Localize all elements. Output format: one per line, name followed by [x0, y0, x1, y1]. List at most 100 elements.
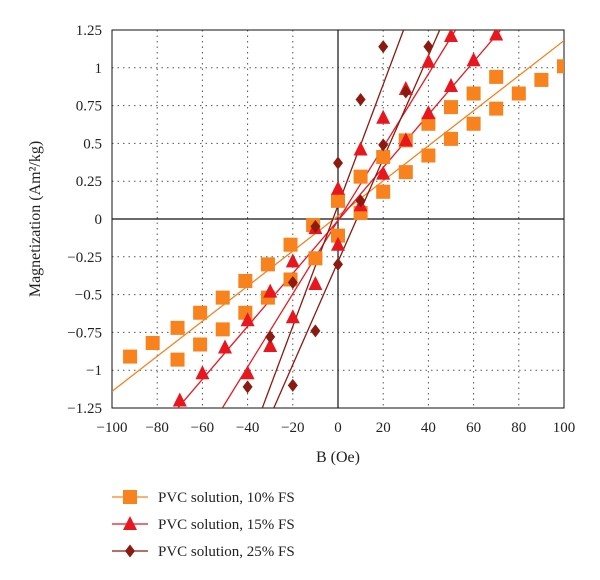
y-tick-label: 0.25 [76, 174, 102, 190]
series-1-point [193, 305, 208, 320]
legend-marker [123, 516, 137, 530]
series-3-point [355, 194, 366, 208]
series-2-point [398, 132, 413, 147]
series-2-point [421, 53, 436, 68]
x-tick-label: −20 [281, 420, 304, 436]
series-3-point [310, 220, 321, 234]
series-3-point [287, 378, 298, 392]
series-3-point [378, 40, 389, 54]
series-3-point [333, 257, 343, 271]
y-axis-label: Magnetization (Am²/kg) [27, 141, 44, 297]
y-tick-label: 0.5 [83, 136, 102, 152]
legend-label: PVC solution, 10% FS [158, 490, 295, 506]
series-2-point [263, 338, 278, 353]
y-tick-label: 1 [95, 61, 103, 77]
series-1-point [331, 193, 345, 208]
series-2-point [421, 105, 436, 120]
series-1-point [421, 148, 436, 163]
y-tick-labels: −1.25 −1 −0.75 −0.5 −0.25 0 0.25 0.5 0.75 1 1.25 [67, 23, 102, 417]
x-tick-label: −80 [145, 420, 168, 436]
series-1-point [466, 86, 481, 101]
series-1-point [331, 228, 345, 243]
series-3-point [355, 93, 366, 107]
series-1-point [376, 150, 391, 165]
series-2-point [285, 309, 300, 324]
series-2-point [444, 77, 458, 92]
legend-label: PVC solution, 15% FS [158, 517, 295, 533]
series-2-point [263, 283, 278, 298]
x-axis-label: B (Oe) [316, 449, 360, 466]
series-1-point [215, 322, 230, 337]
x-tick-label: 80 [511, 420, 526, 436]
series-1-point [489, 69, 504, 84]
series-1-point [489, 101, 504, 116]
y-tick-label: −0.75 [67, 325, 102, 341]
series-1-point [283, 237, 298, 252]
legend: PVC solution, 10% FS PVC solution, 15% FS… [112, 490, 295, 560]
series-2-point [331, 236, 345, 251]
series-2-point [285, 253, 300, 268]
y-tick-label: −0.5 [75, 288, 102, 304]
series-1-point [308, 251, 323, 266]
series-2-point [376, 109, 391, 124]
series-2-point [240, 365, 255, 380]
series-3-fit-line [261, 30, 405, 408]
y-tick-label: 0 [95, 212, 103, 228]
series-3-point [265, 330, 276, 344]
series-1-point [376, 184, 391, 199]
x-tick-labels: −100 −80 −60 −40 −20 0 20 40 60 80 100 [97, 420, 576, 436]
series-1-point [170, 352, 185, 367]
x-tick-label: 0 [334, 420, 342, 436]
series-1-fit-line [112, 40, 564, 392]
series-1-point [444, 100, 458, 115]
x-tick-label: −100 [97, 420, 128, 436]
series-2-point [172, 392, 187, 407]
series-1-point [215, 290, 230, 305]
series-1-point [444, 131, 458, 146]
y-tick-label: −1.25 [67, 401, 102, 417]
series-1-point [421, 116, 436, 131]
legend-marker [123, 490, 137, 504]
x-tick-label: 20 [376, 420, 391, 436]
series-1-point [238, 273, 253, 288]
series-2-point [218, 339, 232, 354]
series-3-point [400, 85, 411, 99]
series-2-point [466, 52, 481, 67]
series-1-point [170, 320, 185, 335]
series-3-point [242, 380, 253, 394]
series-1-point [398, 165, 413, 180]
series-1-point [511, 86, 526, 101]
series-3-point [287, 276, 298, 290]
series-3-point [310, 324, 321, 338]
x-tick-label: 40 [421, 420, 436, 436]
series-1-point [353, 169, 368, 184]
series-2-point [376, 165, 391, 180]
legend-label: PVC solution, 25% FS [158, 544, 295, 560]
legend-marker [125, 544, 135, 558]
series-2-point [444, 30, 458, 43]
series-2-point [353, 141, 368, 156]
zero-axes [112, 30, 564, 408]
series-1-point [260, 257, 275, 272]
series-2-point [331, 180, 345, 195]
x-tick-label: 100 [553, 420, 576, 436]
series-3-point [423, 40, 434, 54]
series-2-fit-line [221, 30, 457, 408]
data-markers [123, 30, 564, 407]
series-2-point [195, 365, 210, 380]
y-tick-label: 0.75 [76, 99, 102, 115]
series-1-point [193, 337, 208, 352]
series-2-point [308, 276, 323, 291]
x-tick-label: −60 [191, 420, 214, 436]
x-tick-label: 60 [466, 420, 481, 436]
series-1-point [534, 72, 549, 87]
series-1-point [123, 349, 138, 364]
series-2-point [240, 312, 255, 327]
series-2-point [489, 30, 504, 41]
series-3-point [333, 156, 343, 170]
y-tick-label: −1 [86, 363, 102, 379]
series-1-point [557, 59, 564, 74]
series-3-fit-line [273, 30, 441, 408]
series-3-point [378, 138, 389, 152]
